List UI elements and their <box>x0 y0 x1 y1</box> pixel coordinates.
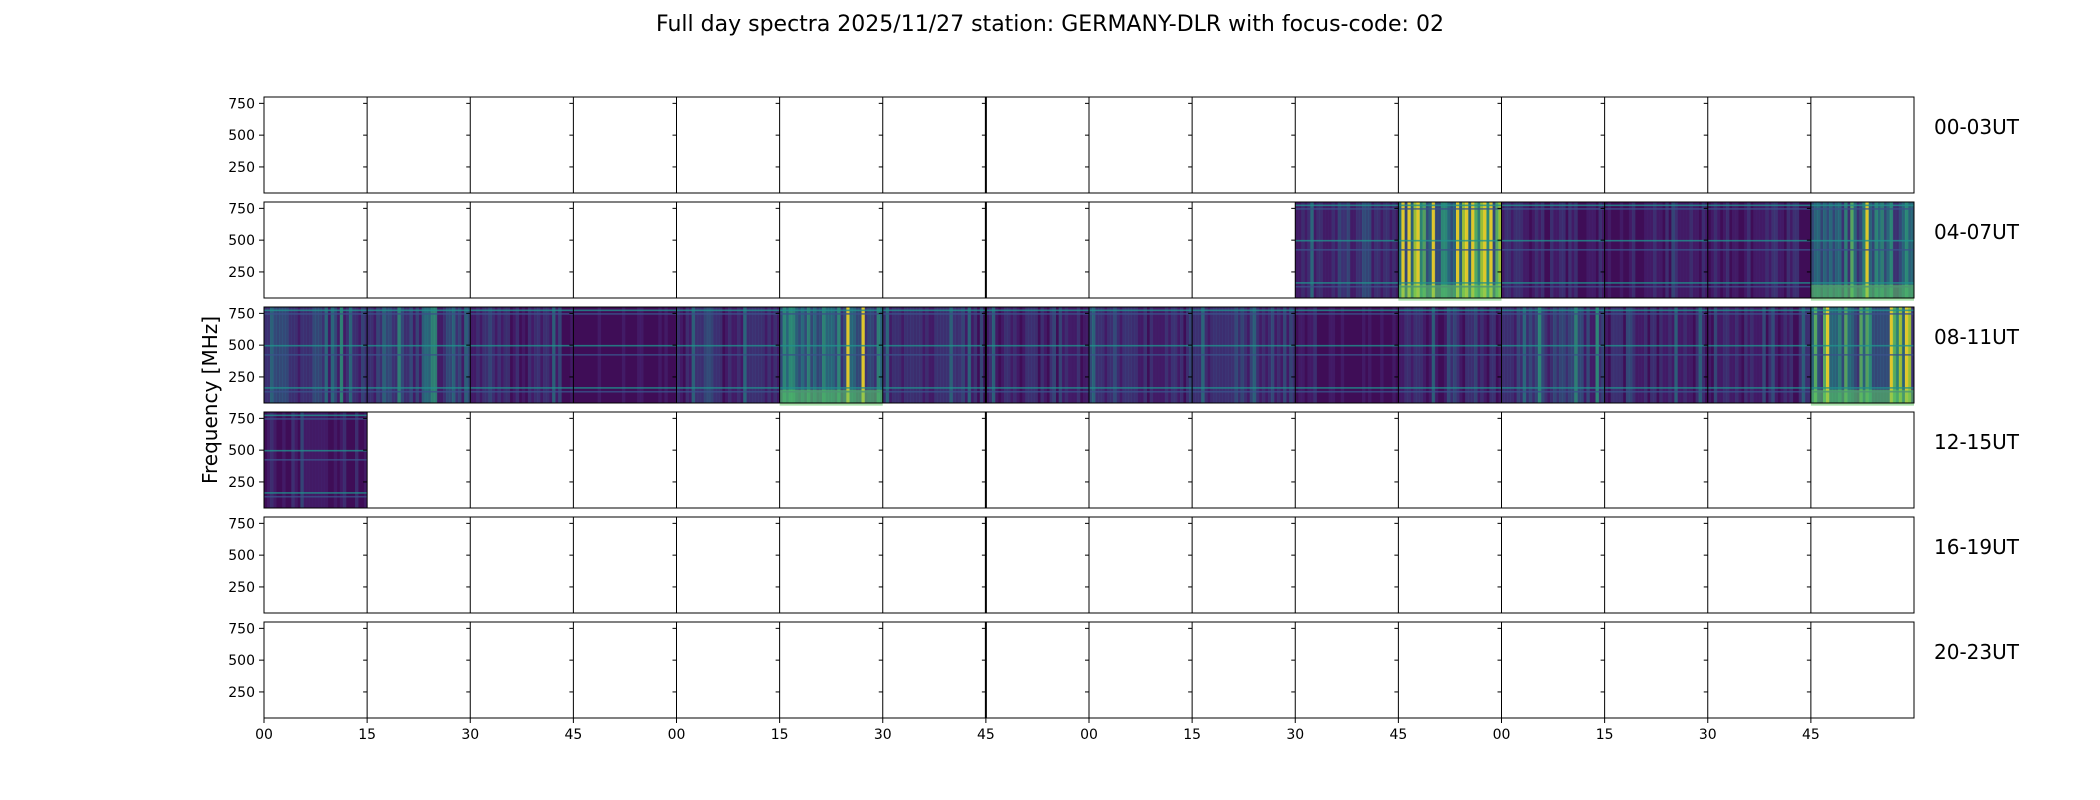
chart-title: Full day spectra 2025/11/27 station: GER… <box>656 12 1444 37</box>
panel-row-12-15UT: 750 500 250 12-15UT <box>228 411 2020 509</box>
y-tick-label: 500 <box>228 338 255 354</box>
spectrum-segment-08-11UT-9 <box>1192 307 1296 403</box>
spectrum-segment-08-11UT-2 <box>470 307 574 403</box>
x-tick-label: 15 <box>358 727 376 743</box>
x-tick-label: 30 <box>461 727 479 743</box>
row-label: 04-07UT <box>1934 220 2020 244</box>
spectrum-segment-08-11UT-0 <box>264 307 368 403</box>
x-tick-label: 45 <box>564 727 582 743</box>
y-tick-label: 750 <box>228 96 255 112</box>
x-tick-label: 45 <box>1389 727 1407 743</box>
x-tick-label: 00 <box>1493 727 1511 743</box>
spectrum-segment-08-11UT-4 <box>676 307 781 403</box>
row-label: 08-11UT <box>1934 325 2020 349</box>
y-tick-label: 250 <box>228 475 255 491</box>
spectrum-segment-08-11UT-5 <box>779 307 884 406</box>
x-tick-label: 00 <box>668 727 686 743</box>
x-tick-label: 45 <box>977 727 995 743</box>
y-tick-label: 250 <box>228 685 255 701</box>
y-tick-label: 250 <box>228 265 255 281</box>
y-tick-label: 750 <box>228 621 255 637</box>
spectrum-segment-04-07UT-10 <box>1295 202 1399 298</box>
y-tick-label: 250 <box>228 580 255 596</box>
panel-row-20-23UT: 750 500 250 20-23UT <box>228 621 2020 719</box>
x-tick-label: 00 <box>255 727 273 743</box>
spectrum-segment-12-15UT-0 <box>264 412 368 508</box>
row-label: 20-23UT <box>1934 640 2020 664</box>
spectrum-segment-08-11UT-8 <box>1089 307 1193 403</box>
spectrum-segment-08-11UT-11 <box>1398 307 1502 403</box>
y-tick-label: 750 <box>228 201 255 217</box>
spectrum-segment-08-11UT-3 <box>573 307 677 403</box>
spectrum-segment-04-07UT-13 <box>1604 202 1709 298</box>
panel-row-04-07UT: 750 500 250 04-07UT <box>228 201 2020 301</box>
y-tick-label: 500 <box>228 548 255 564</box>
spectrum-segment-04-07UT-14 <box>1707 202 1811 298</box>
spectrum-segment-08-11UT-10 <box>1295 307 1399 403</box>
x-tick-label: 45 <box>1802 727 1820 743</box>
y-tick-label: 250 <box>228 370 255 386</box>
spectrum-segment-08-11UT-12 <box>1501 307 1606 403</box>
row-label: 12-15UT <box>1934 430 2020 454</box>
y-tick-label: 250 <box>228 160 255 176</box>
y-tick-label: 500 <box>228 233 255 249</box>
panel-row-00-03UT: 750 500 250 00-03UT <box>228 96 2020 194</box>
spectrum-segment-08-11UT-6 <box>882 307 986 403</box>
row-label: 16-19UT <box>1934 535 2020 559</box>
x-tick-label: 30 <box>874 727 892 743</box>
spectrum-segment-08-11UT-13 <box>1604 307 1708 403</box>
x-tick-label: 30 <box>1699 727 1717 743</box>
x-tick-label: 15 <box>1183 727 1201 743</box>
y-tick-label: 750 <box>228 411 255 427</box>
y-tick-label: 500 <box>228 128 255 144</box>
y-tick-label: 750 <box>228 516 255 532</box>
panel-row-08-11UT: 750 500 250 08-11UT <box>228 306 2020 406</box>
x-tick-label: 15 <box>771 727 789 743</box>
row-label: 00-03UT <box>1934 115 2020 139</box>
spectrum-segment-08-11UT-14 <box>1707 307 1812 403</box>
y-tick-label: 750 <box>228 306 255 322</box>
panel-row-16-19UT: 750 500 250 16-19UT <box>228 516 2020 614</box>
x-tick-label: 15 <box>1596 727 1614 743</box>
y-tick-label: 500 <box>228 443 255 459</box>
y-tick-label: 500 <box>228 653 255 669</box>
spectrum-segment-04-07UT-11 <box>1398 202 1502 301</box>
spectrum-segment-04-07UT-15 <box>1810 202 1915 301</box>
spectrum-segment-08-11UT-15 <box>1810 307 1915 406</box>
spectrum-segment-08-11UT-1 <box>367 307 471 403</box>
spectrum-segment-04-07UT-12 <box>1501 202 1606 298</box>
x-tick-label: 00 <box>1080 727 1098 743</box>
x-tick-label: 30 <box>1286 727 1304 743</box>
spectrum-segment-08-11UT-7 <box>985 307 1090 403</box>
